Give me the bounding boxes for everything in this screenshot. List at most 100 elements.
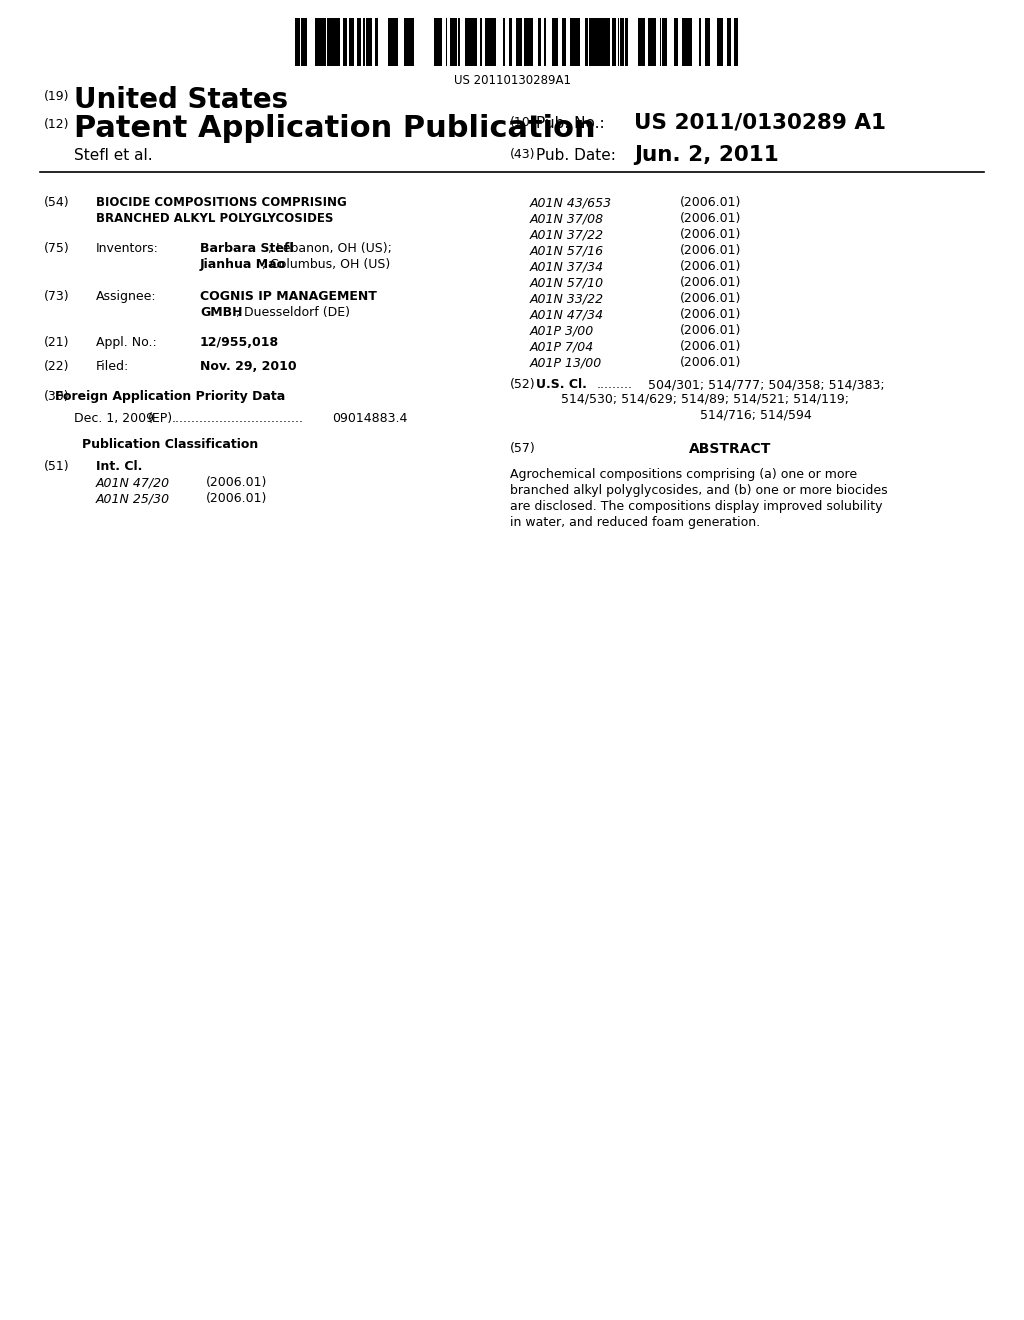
Bar	[347, 18, 349, 66]
Bar	[447, 18, 450, 66]
Bar	[450, 18, 452, 66]
Bar	[490, 18, 492, 66]
Bar	[707, 18, 710, 66]
Text: (57): (57)	[510, 442, 536, 455]
Bar	[652, 18, 656, 66]
Bar	[475, 18, 477, 66]
Text: (54): (54)	[44, 195, 70, 209]
Bar	[602, 18, 606, 66]
Bar	[670, 18, 674, 66]
Text: , Lebanon, OH (US);: , Lebanon, OH (US);	[268, 242, 392, 255]
Text: BIOCIDE COMPOSITIONS COMPRISING: BIOCIDE COMPOSITIONS COMPRISING	[96, 195, 347, 209]
Text: (2006.01): (2006.01)	[680, 244, 741, 257]
Bar	[473, 18, 475, 66]
Bar	[528, 18, 531, 66]
Bar	[512, 18, 516, 66]
Text: A01N 47/34: A01N 47/34	[530, 308, 604, 321]
Text: United States: United States	[74, 86, 288, 114]
Bar	[311, 18, 315, 66]
Bar	[544, 18, 546, 66]
Text: Barbara Stefl: Barbara Stefl	[200, 242, 294, 255]
Bar	[378, 18, 380, 66]
Bar	[395, 18, 398, 66]
Bar	[598, 18, 602, 66]
Text: (2006.01): (2006.01)	[680, 228, 741, 242]
Bar	[574, 18, 575, 66]
Bar	[610, 18, 612, 66]
Bar	[295, 18, 735, 66]
Text: U.S. Cl.: U.S. Cl.	[536, 378, 587, 391]
Text: Jianhua Mao: Jianhua Mao	[200, 257, 286, 271]
Bar	[626, 18, 628, 66]
Bar	[682, 18, 685, 66]
Bar	[418, 18, 420, 66]
Bar	[442, 18, 444, 66]
Bar	[714, 18, 717, 66]
Text: Int. Cl.: Int. Cl.	[96, 459, 142, 473]
Bar	[393, 18, 395, 66]
Bar	[562, 18, 566, 66]
Bar	[426, 18, 430, 66]
Text: (12): (12)	[44, 117, 70, 131]
Bar	[725, 18, 727, 66]
Bar	[506, 18, 508, 66]
Text: 09014883.4: 09014883.4	[332, 412, 408, 425]
Text: (2006.01): (2006.01)	[680, 260, 741, 273]
Text: A01N 37/34: A01N 37/34	[530, 260, 604, 273]
Bar	[496, 18, 499, 66]
Text: A01N 33/22: A01N 33/22	[530, 292, 604, 305]
Text: (51): (51)	[44, 459, 70, 473]
Text: (2006.01): (2006.01)	[206, 492, 267, 506]
Bar	[538, 18, 541, 66]
Bar	[463, 18, 465, 66]
Text: 12/955,018: 12/955,018	[200, 337, 280, 348]
Bar	[503, 18, 505, 66]
Text: BRANCHED ALKYL POLYGLYCOSIDES: BRANCHED ALKYL POLYGLYCOSIDES	[96, 213, 334, 224]
Text: A01N 47/20: A01N 47/20	[96, 477, 170, 488]
Bar	[482, 18, 485, 66]
Bar	[492, 18, 495, 66]
Text: ABSTRACT: ABSTRACT	[689, 442, 771, 455]
Bar	[641, 18, 645, 66]
Bar	[401, 18, 404, 66]
Bar	[608, 18, 610, 66]
Text: (22): (22)	[44, 360, 70, 374]
Bar	[335, 18, 338, 66]
Text: Appl. No.:: Appl. No.:	[96, 337, 157, 348]
Bar	[524, 18, 528, 66]
Text: A01N 37/22: A01N 37/22	[530, 228, 604, 242]
Bar	[357, 18, 361, 66]
Text: Nov. 29, 2010: Nov. 29, 2010	[200, 360, 297, 374]
Bar	[362, 18, 365, 66]
Text: US 20110130289A1: US 20110130289A1	[454, 74, 570, 87]
Bar	[315, 18, 317, 66]
Bar	[645, 18, 648, 66]
Bar	[546, 18, 550, 66]
Text: (2006.01): (2006.01)	[680, 323, 741, 337]
Text: Pub. Date:: Pub. Date:	[536, 148, 615, 162]
Bar	[380, 18, 384, 66]
Bar	[550, 18, 552, 66]
Text: branched alkyl polyglycosides, and (b) one or more biocides: branched alkyl polyglycosides, and (b) o…	[510, 484, 888, 498]
Bar	[385, 18, 388, 66]
Bar	[444, 18, 446, 66]
Bar	[674, 18, 678, 66]
Bar	[369, 18, 372, 66]
Bar	[467, 18, 471, 66]
Text: (2006.01): (2006.01)	[680, 356, 741, 370]
Bar	[340, 18, 343, 66]
Text: Assignee:: Assignee:	[96, 290, 157, 304]
Text: in water, and reduced foam generation.: in water, and reduced foam generation.	[510, 516, 760, 529]
Bar	[304, 18, 307, 66]
Bar	[522, 18, 524, 66]
Text: A01N 37/08: A01N 37/08	[530, 213, 604, 224]
Bar	[638, 18, 641, 66]
Bar	[585, 18, 588, 66]
Bar	[324, 18, 326, 66]
Bar	[398, 18, 401, 66]
Bar	[477, 18, 480, 66]
Text: (2006.01): (2006.01)	[206, 477, 267, 488]
Bar	[452, 18, 456, 66]
Text: 514/716; 514/594: 514/716; 514/594	[700, 408, 812, 421]
Text: .........: .........	[597, 378, 633, 391]
